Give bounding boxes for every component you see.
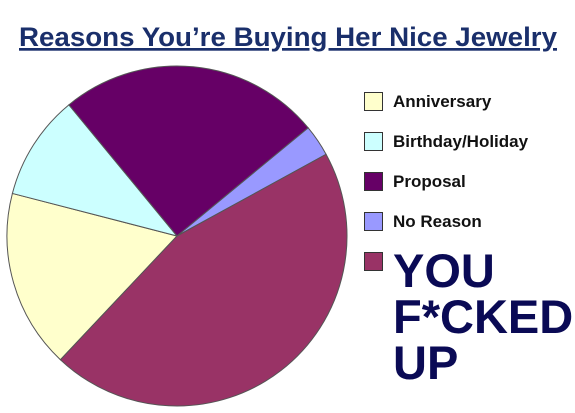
legend-label: Proposal: [393, 172, 466, 191]
legend-item: Anniversary: [364, 92, 575, 112]
legend-item: Proposal: [364, 172, 575, 192]
pie-slice: [59, 153, 348, 407]
chart-title: Reasons You’re Buying Her Nice Jewelry: [19, 22, 557, 52]
legend-item: YOU F*CKED UP: [364, 247, 575, 386]
pie-slice: [11, 104, 179, 237]
legend-swatch: [364, 212, 383, 231]
legend: Anniversary Birthday/Holiday Proposal No Re…: [364, 92, 575, 406]
pie: [6, 65, 348, 407]
legend-swatch: [364, 132, 383, 151]
legend-swatch: [364, 252, 383, 271]
legend-item: No Reason: [364, 212, 575, 232]
pie-slice: [68, 65, 309, 237]
pie-slice: [6, 192, 178, 361]
legend-label: Anniversary: [393, 92, 492, 111]
legend-label: YOU F*CKED UP: [393, 244, 574, 389]
legend-label: No Reason: [393, 212, 482, 231]
legend-swatch: [364, 92, 383, 111]
legend-item: Birthday/Holiday: [364, 132, 575, 152]
legend-swatch: [364, 172, 383, 191]
legend-label: Birthday/Holiday: [393, 132, 529, 151]
